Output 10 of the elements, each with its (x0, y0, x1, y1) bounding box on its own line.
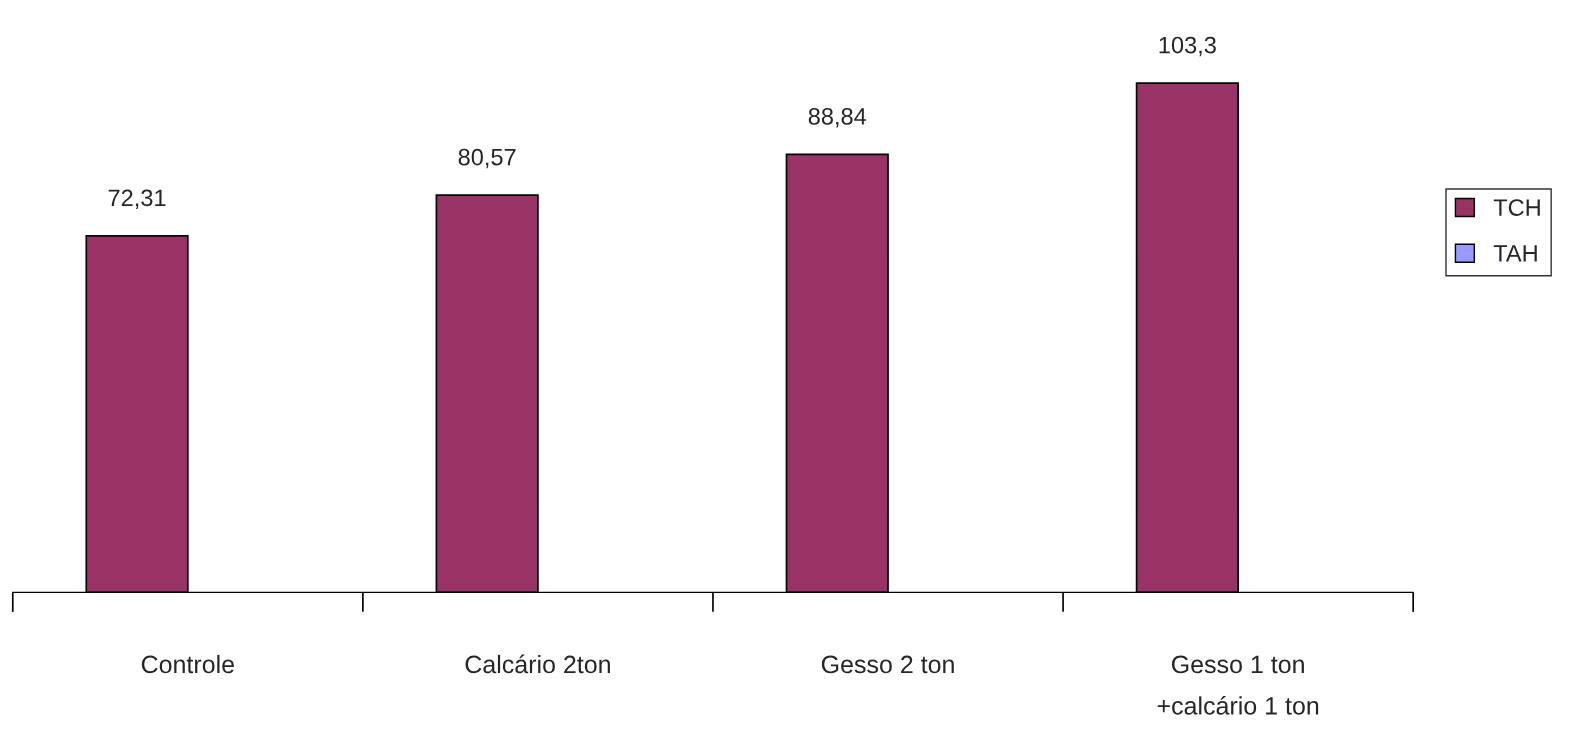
legend-label: TAH (1493, 245, 1537, 262)
x-tick-label: Gesso 1 ton +calcário 1 ton (1157, 655, 1319, 715)
data-label: 72,31 (108, 189, 166, 209)
legend-label: TCH (1493, 199, 1540, 216)
x-tick-label: Gesso 2 ton (821, 655, 954, 674)
data-label: 88,84 (808, 107, 867, 128)
data-label: 80,57 (458, 148, 516, 169)
data-label: 103,3 (1159, 36, 1216, 57)
x-tick-label: Controle (141, 654, 234, 674)
x-tick-label: Calcário 2ton (465, 654, 610, 674)
